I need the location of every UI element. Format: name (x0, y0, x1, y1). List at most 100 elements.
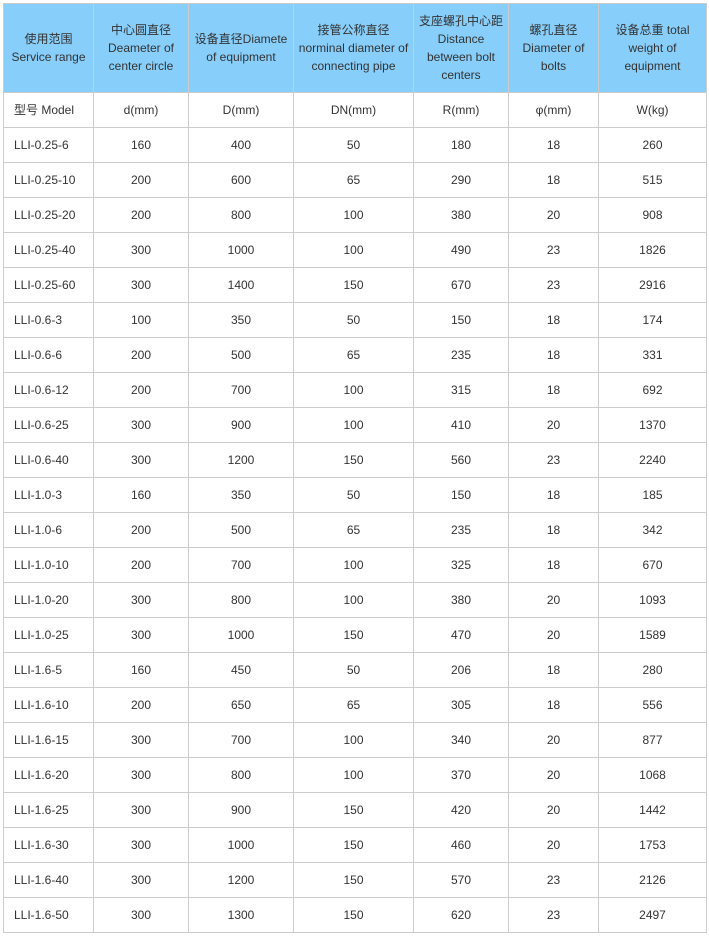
table-row: LLI-1.6-25300900150420201442 (4, 793, 707, 828)
table-cell: 2497 (599, 898, 707, 933)
table-cell: 100 (294, 723, 414, 758)
table-cell: 65 (294, 338, 414, 373)
table-cell: 342 (599, 513, 707, 548)
table-cell: 700 (189, 548, 294, 583)
table-cell: 235 (414, 513, 509, 548)
table-cell: 700 (189, 373, 294, 408)
table-cell: 800 (189, 758, 294, 793)
table-cell: 18 (509, 338, 599, 373)
table-cell: 908 (599, 198, 707, 233)
table-cell: 50 (294, 128, 414, 163)
table-row: LLI-0.6-403001200150560232240 (4, 443, 707, 478)
table-cell: 20 (509, 198, 599, 233)
table-cell: 20 (509, 723, 599, 758)
table-cell: 200 (94, 513, 189, 548)
table-cell: 325 (414, 548, 509, 583)
table-cell: 300 (94, 898, 189, 933)
table-cell: 331 (599, 338, 707, 373)
table-cell: 1589 (599, 618, 707, 653)
table-cell: 18 (509, 303, 599, 338)
table-cell: 65 (294, 513, 414, 548)
table-cell: 300 (94, 723, 189, 758)
table-cell: LLI-1.0-6 (4, 513, 94, 548)
table-cell: LLI-1.6-40 (4, 863, 94, 898)
table-cell: 300 (94, 583, 189, 618)
table-cell: 20 (509, 583, 599, 618)
table-cell: 370 (414, 758, 509, 793)
table-cell: 490 (414, 233, 509, 268)
table-head: 使用范围 Service range 中心圆直径 Deameter of cen… (4, 4, 707, 93)
table-cell: LLI-1.6-5 (4, 653, 94, 688)
table-cell: 1068 (599, 758, 707, 793)
table-cell: 410 (414, 408, 509, 443)
table-cell: 692 (599, 373, 707, 408)
table-cell: 18 (509, 513, 599, 548)
table-cell: 315 (414, 373, 509, 408)
table-cell: 650 (189, 688, 294, 723)
table-cell: 300 (94, 863, 189, 898)
table-cell: 23 (509, 233, 599, 268)
table-cell: 300 (94, 268, 189, 303)
table-cell: LLI-1.0-20 (4, 583, 94, 618)
table-cell: 570 (414, 863, 509, 898)
table-cell: 23 (509, 863, 599, 898)
table-cell: 180 (414, 128, 509, 163)
table-cell: 620 (414, 898, 509, 933)
unit-row: 型号 Modeld(mm)D(mm)DN(mm)R(mm)φ(mm)W(kg) (4, 93, 707, 128)
table-cell: 260 (599, 128, 707, 163)
table-row: LLI-1.0-20300800100380201093 (4, 583, 707, 618)
table-row: LLI-1.0-253001000150470201589 (4, 618, 707, 653)
table-row: LLI-0.6-62005006523518331 (4, 338, 707, 373)
unit-cell: DN(mm) (294, 93, 414, 128)
table-cell: LLI-1.0-3 (4, 478, 94, 513)
table-cell: 100 (294, 373, 414, 408)
table-cell: LLI-1.6-15 (4, 723, 94, 758)
table-cell: LLI-0.25-10 (4, 163, 94, 198)
unit-cell: R(mm) (414, 93, 509, 128)
table-cell: 900 (189, 408, 294, 443)
table-cell: 150 (294, 443, 414, 478)
header-row: 使用范围 Service range 中心圆直径 Deameter of cen… (4, 4, 707, 93)
table-cell: 150 (294, 793, 414, 828)
table-cell: 300 (94, 443, 189, 478)
table-cell: 200 (94, 688, 189, 723)
table-cell: 23 (509, 268, 599, 303)
table-cell: 100 (294, 758, 414, 793)
table-cell: 100 (94, 303, 189, 338)
table-cell: 235 (414, 338, 509, 373)
table-cell: LLI-0.6-25 (4, 408, 94, 443)
table-cell: 1400 (189, 268, 294, 303)
table-cell: 340 (414, 723, 509, 758)
table-cell: LLI-1.6-20 (4, 758, 94, 793)
table-cell: 1000 (189, 233, 294, 268)
table-cell: 160 (94, 653, 189, 688)
table-cell: 800 (189, 198, 294, 233)
table-cell: 185 (599, 478, 707, 513)
table-cell: 1200 (189, 863, 294, 898)
table-cell: 150 (294, 898, 414, 933)
table-row: LLI-1.6-303001000150460201753 (4, 828, 707, 863)
table-cell: 150 (414, 303, 509, 338)
table-cell: LLI-1.6-25 (4, 793, 94, 828)
table-cell: 23 (509, 443, 599, 478)
table-cell: 800 (189, 583, 294, 618)
col-header: 中心圆直径 Deameter of center circle (94, 4, 189, 93)
table-cell: 556 (599, 688, 707, 723)
table-row: LLI-1.0-31603505015018185 (4, 478, 707, 513)
table-cell: 100 (294, 548, 414, 583)
table-cell: LLI-0.6-40 (4, 443, 94, 478)
col-header: 设备总重 total weight of equipment (599, 4, 707, 93)
table-cell: 300 (94, 758, 189, 793)
table-cell: LLI-0.6-6 (4, 338, 94, 373)
col-header: 支座螺孔中心距 Distance between bolt centers (414, 4, 509, 93)
table-cell: 1826 (599, 233, 707, 268)
table-cell: 100 (294, 233, 414, 268)
table-row: LLI-1.6-1530070010034020877 (4, 723, 707, 758)
table-cell: 23 (509, 898, 599, 933)
table-cell: 1370 (599, 408, 707, 443)
table-row: LLI-0.6-31003505015018174 (4, 303, 707, 338)
unit-cell: W(kg) (599, 93, 707, 128)
table-cell: 670 (599, 548, 707, 583)
table-cell: 380 (414, 583, 509, 618)
table-cell: 670 (414, 268, 509, 303)
